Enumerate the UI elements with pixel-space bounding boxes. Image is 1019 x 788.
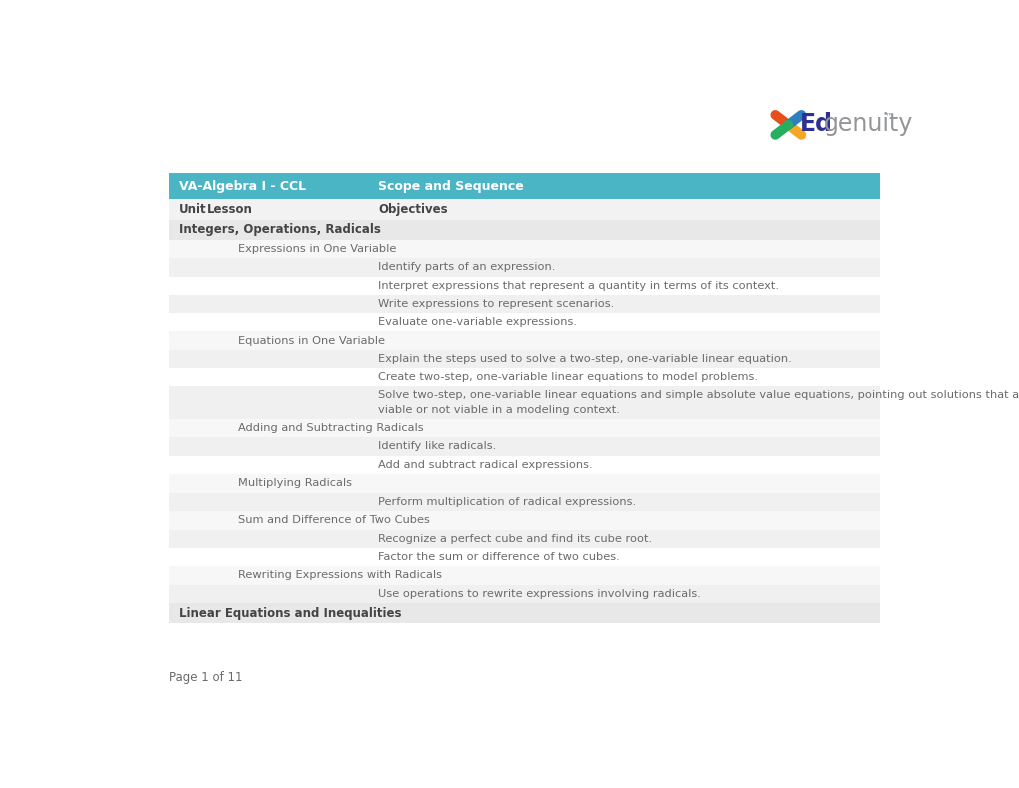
- Bar: [168, 455, 879, 474]
- Bar: [168, 418, 879, 437]
- Text: Scope and Sequence: Scope and Sequence: [378, 180, 524, 193]
- Text: Explain the steps used to solve a two-step, one-variable linear equation.: Explain the steps used to solve a two-st…: [378, 354, 791, 364]
- Text: Linear Equations and Inequalities: Linear Equations and Inequalities: [178, 607, 401, 619]
- Text: Ed: Ed: [800, 112, 833, 136]
- Bar: [168, 548, 879, 566]
- Text: Page 1 of 11: Page 1 of 11: [168, 671, 242, 683]
- Text: Unit: Unit: [178, 203, 206, 216]
- Text: Factor the sum or difference of two cubes.: Factor the sum or difference of two cube…: [378, 552, 620, 562]
- Text: Rewriting Expressions with Radicals: Rewriting Expressions with Radicals: [238, 571, 442, 581]
- Bar: [168, 566, 879, 585]
- Bar: [168, 603, 879, 623]
- Text: Expressions in One Variable: Expressions in One Variable: [238, 244, 396, 254]
- Text: Interpret expressions that represent a quantity in terms of its context.: Interpret expressions that represent a q…: [378, 281, 779, 291]
- Bar: [168, 313, 879, 331]
- Text: Multiplying Radicals: Multiplying Radicals: [238, 478, 352, 489]
- Text: Use operations to rewrite expressions involving radicals.: Use operations to rewrite expressions in…: [378, 589, 700, 599]
- Bar: [168, 511, 879, 530]
- Text: Identify like radicals.: Identify like radicals.: [378, 441, 496, 452]
- Bar: [168, 492, 879, 511]
- Bar: [168, 277, 879, 295]
- Text: Objectives: Objectives: [378, 203, 447, 216]
- Bar: [168, 350, 879, 368]
- Bar: [168, 295, 879, 313]
- Bar: [168, 240, 879, 258]
- Text: VA-Algebra I - CCL: VA-Algebra I - CCL: [178, 180, 306, 193]
- Bar: [168, 199, 879, 220]
- Text: Recognize a perfect cube and find its cube root.: Recognize a perfect cube and find its cu…: [378, 533, 651, 544]
- Text: genuity: genuity: [823, 112, 912, 136]
- Text: Solve two-step, one-variable linear equations and simple absolute value equation: Solve two-step, one-variable linear equa…: [378, 390, 1019, 400]
- Text: Perform multiplication of radical expressions.: Perform multiplication of radical expres…: [378, 496, 636, 507]
- Bar: [168, 437, 879, 455]
- Text: Write expressions to represent scenarios.: Write expressions to represent scenarios…: [378, 299, 613, 309]
- Bar: [168, 258, 879, 277]
- Text: Identify parts of an expression.: Identify parts of an expression.: [378, 262, 555, 273]
- Text: Equations in One Variable: Equations in One Variable: [238, 336, 385, 346]
- Text: Adding and Subtracting Radicals: Adding and Subtracting Radicals: [238, 423, 423, 433]
- Bar: [168, 331, 879, 350]
- Text: Integers, Operations, Radicals: Integers, Operations, Radicals: [178, 223, 380, 236]
- Text: Create two-step, one-variable linear equations to model problems.: Create two-step, one-variable linear equ…: [378, 372, 757, 382]
- Bar: [168, 530, 879, 548]
- Text: Add and subtract radical expressions.: Add and subtract radical expressions.: [378, 459, 592, 470]
- Bar: [168, 368, 879, 386]
- Text: Lesson: Lesson: [206, 203, 252, 216]
- Bar: [168, 220, 879, 240]
- Text: viable or not viable in a modeling context.: viable or not viable in a modeling conte…: [378, 404, 620, 414]
- Bar: [168, 474, 879, 492]
- Text: Sum and Difference of Two Cubes: Sum and Difference of Two Cubes: [238, 515, 430, 526]
- Bar: [168, 173, 879, 199]
- Bar: [168, 386, 879, 418]
- Text: ™: ™: [883, 111, 894, 121]
- Bar: [168, 585, 879, 603]
- Text: Evaluate one-variable expressions.: Evaluate one-variable expressions.: [378, 317, 577, 327]
